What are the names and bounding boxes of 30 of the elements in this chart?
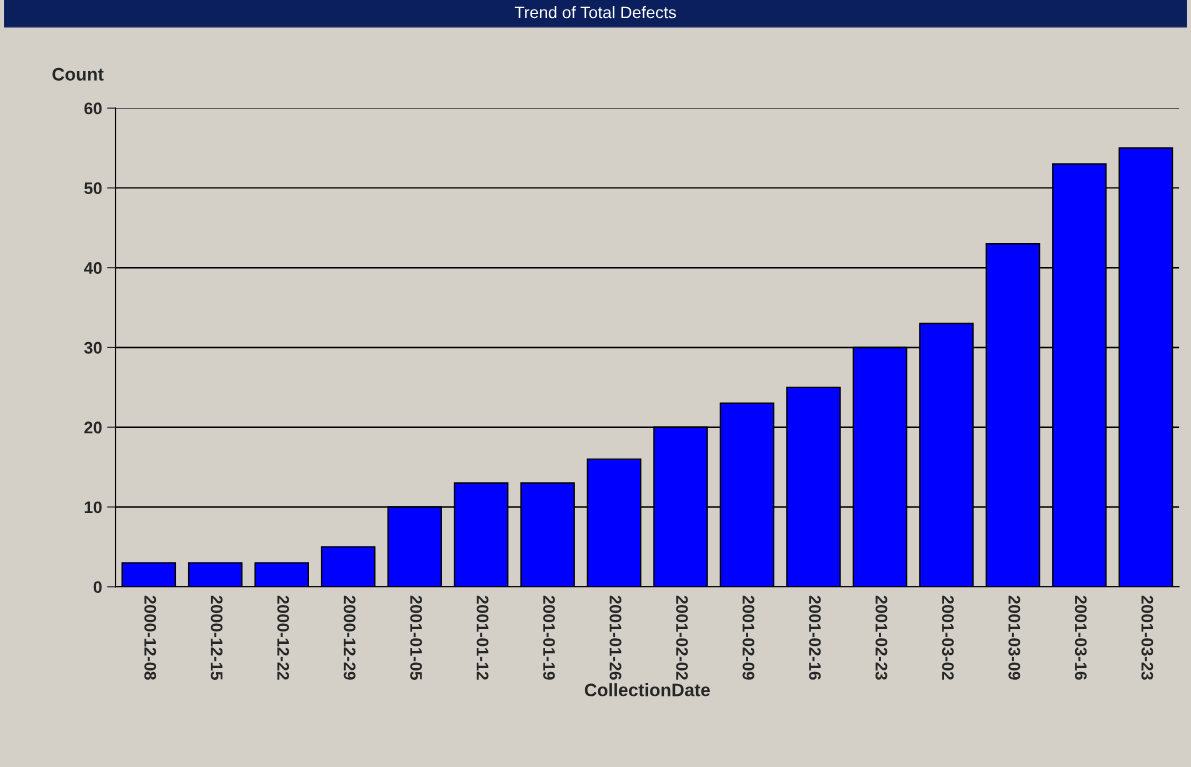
y-tick-label: 0 <box>93 581 102 593</box>
x-axis-title: CollectionDate <box>584 683 710 697</box>
x-tick-label: 2001-01-05 <box>410 595 422 680</box>
x-tick-label: 2001-01-26 <box>609 595 622 680</box>
x-tick-label: 2001-03-23 <box>1141 595 1154 680</box>
x-tick-label: 2001-02-02 <box>676 595 688 680</box>
chart-title: Trend of Total Defects <box>514 6 676 19</box>
bar <box>254 562 309 587</box>
x-tick-label: 2000-12-15 <box>210 595 223 680</box>
y-axis-title: Count <box>52 67 104 81</box>
x-tick-label: 2000-12-08 <box>144 595 157 680</box>
y-tick-label: 10 <box>84 501 102 514</box>
bar <box>121 562 177 587</box>
x-tick-label: 2001-03-09 <box>1008 595 1021 680</box>
y-tick-label: 50 <box>84 182 102 195</box>
y-tick-label: 60 <box>84 102 102 115</box>
x-tick-label: 2001-02-23 <box>875 595 888 680</box>
x-tick-label: 2000-12-29 <box>343 595 356 680</box>
x-tick-label: 2001-02-09 <box>742 595 755 680</box>
y-tick-label: 30 <box>84 341 102 354</box>
bar <box>320 546 376 587</box>
x-tick-label: 2001-01-19 <box>543 595 555 680</box>
x-tick-label: 2001-01-12 <box>476 595 489 680</box>
x-tick-label: 2001-03-02 <box>941 595 954 680</box>
y-tick-label: 40 <box>84 262 102 274</box>
x-tick-label: 2000-12-22 <box>277 595 290 680</box>
x-tick-label: 2001-03-16 <box>1074 595 1087 680</box>
x-tick-label: 2001-02-16 <box>809 595 821 680</box>
y-tick-label: 20 <box>84 421 102 434</box>
bar <box>187 562 243 587</box>
